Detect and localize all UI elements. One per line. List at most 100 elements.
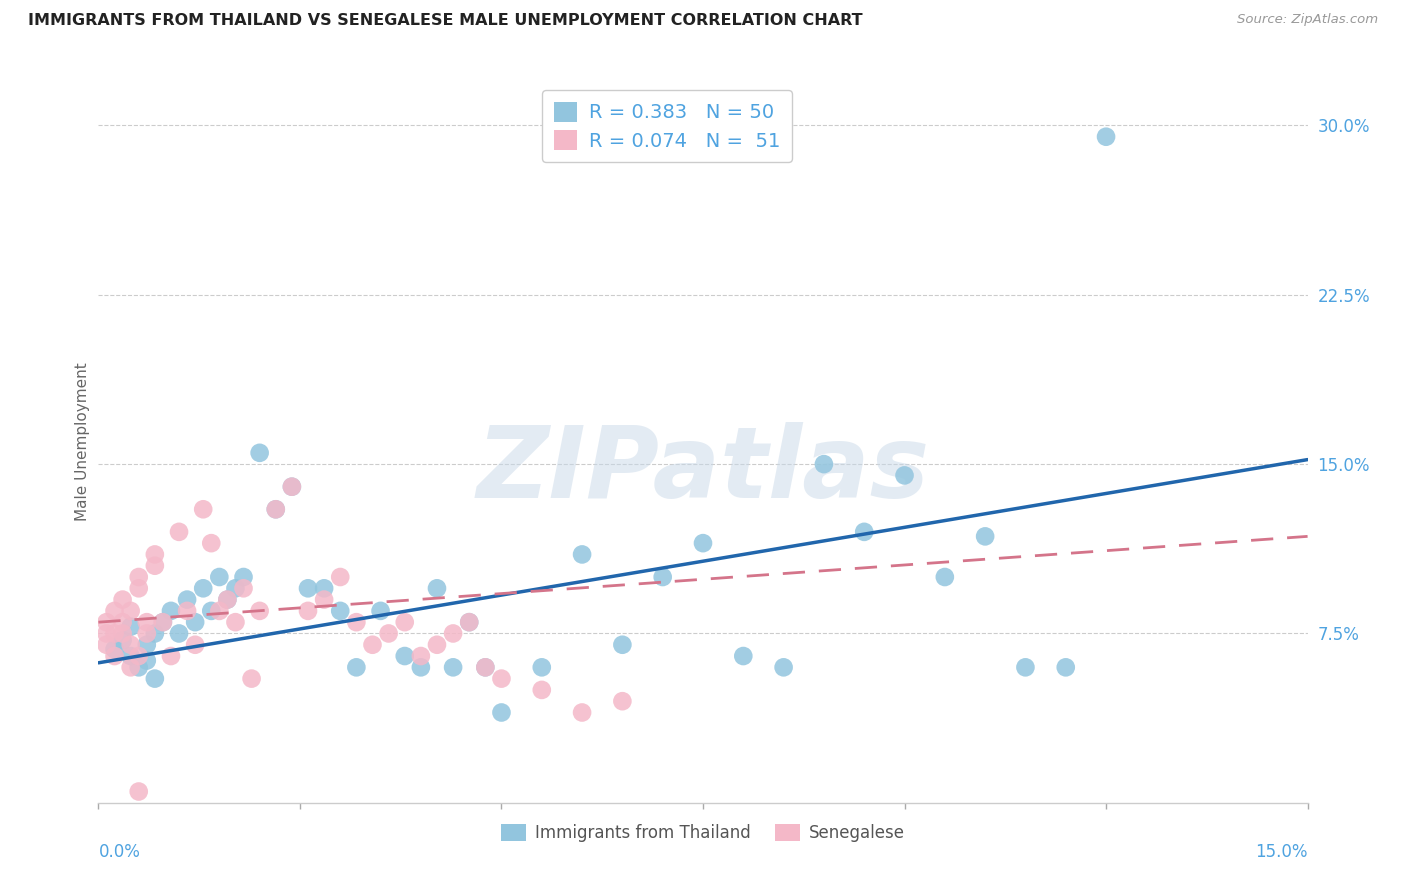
Point: [143, 558, 166, 573]
Point: [176, 592, 198, 607]
Point: [111, 615, 134, 630]
Point: [128, 648, 150, 663]
Point: [208, 604, 231, 618]
Point: [974, 529, 997, 543]
Point: [120, 648, 142, 663]
Point: [1095, 129, 1118, 144]
Point: [530, 682, 553, 697]
Point: [1014, 660, 1036, 674]
Point: [441, 626, 464, 640]
Point: [217, 592, 239, 607]
Point: [934, 570, 956, 584]
Point: [208, 570, 231, 584]
Point: [651, 570, 673, 584]
Point: [426, 638, 449, 652]
Point: [167, 524, 190, 539]
Point: [426, 582, 449, 596]
Point: [264, 502, 287, 516]
Point: [264, 502, 287, 516]
Point: [160, 604, 183, 618]
Point: [1054, 660, 1077, 674]
Point: [612, 638, 634, 652]
Point: [772, 660, 794, 674]
Point: [135, 654, 157, 668]
Text: IMMIGRANTS FROM THAILAND VS SENEGALESE MALE UNEMPLOYMENT CORRELATION CHART: IMMIGRANTS FROM THAILAND VS SENEGALESE M…: [28, 13, 863, 29]
Point: [184, 638, 207, 652]
Point: [103, 648, 125, 663]
Point: [893, 468, 915, 483]
Point: [160, 648, 183, 663]
Point: [184, 615, 207, 630]
Point: [120, 620, 142, 634]
Point: [232, 570, 254, 584]
Point: [193, 582, 215, 596]
Point: [612, 694, 634, 708]
Point: [120, 638, 142, 652]
Point: [152, 615, 174, 630]
Point: [143, 548, 166, 562]
Point: [232, 582, 254, 596]
Point: [474, 660, 496, 674]
Point: [344, 660, 367, 674]
Point: [96, 615, 118, 630]
Legend: Immigrants from Thailand, Senegalese: Immigrants from Thailand, Senegalese: [495, 817, 911, 848]
Point: [128, 570, 150, 584]
Point: [103, 642, 125, 657]
Point: [377, 626, 399, 640]
Point: [128, 660, 150, 674]
Point: [135, 638, 157, 652]
Point: [111, 592, 134, 607]
Point: [530, 660, 553, 674]
Point: [281, 480, 304, 494]
Point: [571, 706, 593, 720]
Point: [111, 626, 134, 640]
Point: [441, 660, 464, 674]
Point: [297, 604, 319, 618]
Point: [96, 626, 118, 640]
Point: [224, 615, 246, 630]
Point: [361, 638, 384, 652]
Text: Source: ZipAtlas.com: Source: ZipAtlas.com: [1237, 13, 1378, 27]
Point: [103, 626, 125, 640]
Text: 15.0%: 15.0%: [1256, 843, 1308, 861]
Point: [200, 536, 222, 550]
Point: [128, 784, 150, 798]
Point: [167, 626, 190, 640]
Text: 0.0%: 0.0%: [98, 843, 141, 861]
Point: [314, 592, 336, 607]
Point: [96, 638, 118, 652]
Point: [217, 592, 239, 607]
Point: [458, 615, 481, 630]
Point: [370, 604, 392, 618]
Point: [571, 548, 593, 562]
Point: [111, 633, 134, 648]
Point: [120, 604, 142, 618]
Point: [491, 672, 513, 686]
Point: [409, 648, 432, 663]
Point: [344, 615, 367, 630]
Point: [152, 615, 174, 630]
Point: [733, 648, 755, 663]
Point: [249, 446, 271, 460]
Point: [281, 480, 304, 494]
Point: [458, 615, 481, 630]
Point: [224, 582, 246, 596]
Point: [143, 626, 166, 640]
Point: [120, 660, 142, 674]
Point: [813, 457, 835, 471]
Point: [193, 502, 215, 516]
Y-axis label: Male Unemployment: Male Unemployment: [75, 362, 90, 521]
Text: ZIPatlas: ZIPatlas: [477, 422, 929, 519]
Point: [853, 524, 876, 539]
Point: [103, 604, 125, 618]
Point: [143, 672, 166, 686]
Point: [692, 536, 714, 550]
Point: [394, 648, 416, 663]
Point: [329, 570, 352, 584]
Point: [176, 604, 198, 618]
Point: [297, 582, 319, 596]
Point: [128, 582, 150, 596]
Point: [314, 582, 336, 596]
Point: [135, 615, 157, 630]
Point: [135, 626, 157, 640]
